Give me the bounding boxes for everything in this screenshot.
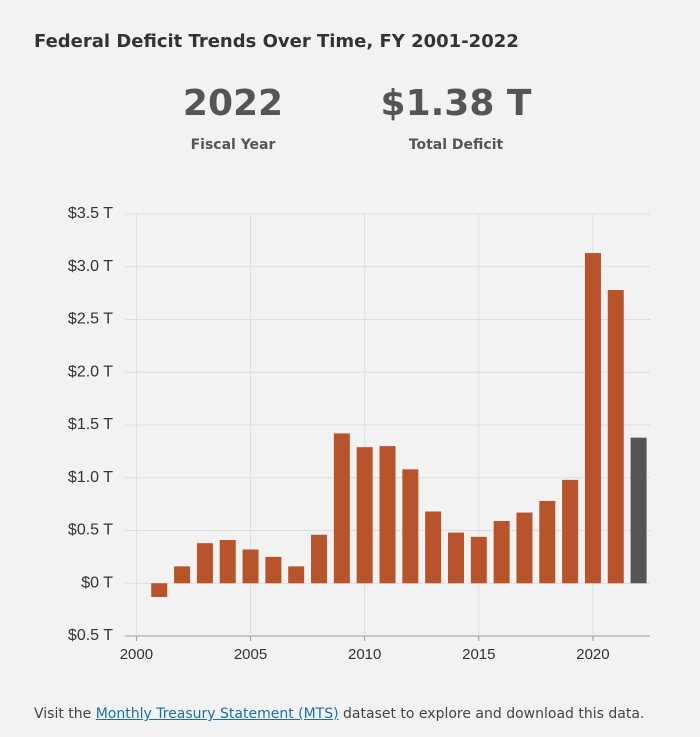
bar xyxy=(288,566,305,584)
footer-text: dataset to explore and download this dat… xyxy=(338,706,645,722)
y-tick-label: $1.0 T xyxy=(68,469,113,486)
bar xyxy=(196,543,213,584)
footer-text: Visit the xyxy=(34,706,96,722)
y-tick-label: $2.5 T xyxy=(68,311,113,328)
bar xyxy=(562,479,579,584)
bar xyxy=(242,549,259,584)
y-tick-label: $0.5 T xyxy=(68,522,113,539)
bar xyxy=(402,469,419,584)
stat-label: Total Deficit xyxy=(409,137,504,153)
bar xyxy=(219,539,236,584)
bar xyxy=(493,521,510,584)
bar xyxy=(584,253,601,584)
bar xyxy=(630,437,647,584)
y-tick-label: $3.5 T xyxy=(68,205,113,222)
bar xyxy=(311,534,328,584)
y-tick-label: $2.0 T xyxy=(68,363,113,380)
stat-value: $1.38 T xyxy=(381,83,532,124)
bar xyxy=(425,511,442,584)
x-tick-label: 2010 xyxy=(348,646,381,663)
bar xyxy=(447,532,464,584)
bar xyxy=(379,446,396,584)
y-tick-label: $3.0 T xyxy=(68,258,113,275)
bar xyxy=(174,566,191,584)
stat-label: Fiscal Year xyxy=(191,137,276,153)
bar xyxy=(607,289,624,584)
bar xyxy=(265,556,282,584)
bar xyxy=(151,583,168,597)
x-tick-label: 2020 xyxy=(576,646,609,663)
chart: Federal Deficit Trends Over Time, FY 200… xyxy=(34,31,650,663)
bar xyxy=(539,500,556,584)
stat-value: 2022 xyxy=(183,83,283,124)
y-tick-label: $0 T xyxy=(81,574,113,591)
footer: Visit the Monthly Treasury Statement (MT… xyxy=(34,706,644,722)
y-tick-label: $0.5 T xyxy=(68,627,113,644)
bar xyxy=(333,433,350,584)
dataset-link[interactable]: Monthly Treasury Statement (MTS) xyxy=(95,706,339,722)
bar xyxy=(356,447,373,584)
x-tick-label: 2015 xyxy=(462,646,495,663)
x-tick-label: 2000 xyxy=(120,646,153,663)
bar xyxy=(470,536,487,584)
x-tick-label: 2005 xyxy=(234,646,267,663)
chart-title: Federal Deficit Trends Over Time, FY 200… xyxy=(34,31,519,52)
y-tick-label: $1.5 T xyxy=(68,416,113,433)
bar xyxy=(516,512,533,584)
